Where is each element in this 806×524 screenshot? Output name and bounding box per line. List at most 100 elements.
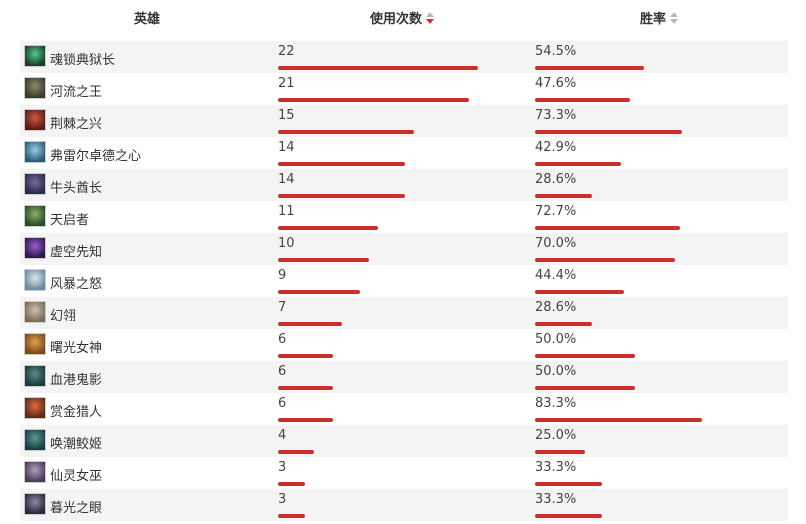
- uses-bar: [278, 290, 360, 294]
- hero-name[interactable]: 血港鬼影: [50, 373, 103, 388]
- uses-bar: [278, 450, 314, 454]
- hero-name[interactable]: 赏金猎人: [50, 405, 103, 420]
- hero-name[interactable]: 唤潮鲛姬: [50, 437, 103, 452]
- uses-column-header[interactable]: 使用次数: [370, 8, 435, 27]
- hero-avatar[interactable]: [24, 333, 46, 355]
- hero-name[interactable]: 天启者: [50, 213, 90, 228]
- hero-avatar[interactable]: [24, 301, 46, 323]
- winrate-bar: [535, 290, 624, 294]
- table-row[interactable]: 幻翎 7 28.6%: [20, 297, 788, 329]
- winrate-value: 28.6%: [535, 300, 577, 315]
- table-row[interactable]: 仙灵女巫 3 33.3%: [20, 457, 788, 489]
- uses-bar: [278, 130, 414, 134]
- table-row[interactable]: 荆棘之兴 15 73.3%: [20, 105, 788, 137]
- sort-ascending-icon: [426, 11, 435, 17]
- uses-count: 6: [278, 396, 287, 411]
- table-row[interactable]: 牛头酋长 14 28.6%: [20, 169, 788, 201]
- winrate-bar: [535, 354, 635, 358]
- hero-name[interactable]: 荆棘之兴: [50, 117, 103, 132]
- winrate-value: 50.0%: [535, 364, 577, 379]
- sort-descending-icon: [426, 18, 435, 24]
- table-header: 英雄 使用次数 胜率: [0, 0, 806, 36]
- sort-icon[interactable]: [670, 11, 679, 25]
- hero-avatar[interactable]: [24, 269, 46, 291]
- winrate-value: 33.3%: [535, 460, 577, 475]
- table-row[interactable]: 弗雷尔卓德之心 14 42.9%: [20, 137, 788, 169]
- uses-count: 6: [278, 332, 287, 347]
- hero-name[interactable]: 风暴之怒: [50, 277, 103, 292]
- hero-name[interactable]: 幻翎: [50, 309, 77, 324]
- winrate-value: 73.3%: [535, 108, 577, 123]
- winrate-bar: [535, 98, 630, 102]
- winrate-value: 54.5%: [535, 44, 577, 59]
- winrate-bar: [535, 258, 675, 262]
- hero-name[interactable]: 虚空先知: [50, 245, 103, 260]
- hero-avatar[interactable]: [24, 77, 46, 99]
- hero-name[interactable]: 暮光之眼: [50, 501, 103, 516]
- uses-count: 4: [278, 428, 287, 443]
- uses-count: 14: [278, 140, 295, 155]
- table-row[interactable]: 虚空先知 10 70.0%: [20, 233, 788, 265]
- uses-bar: [278, 226, 378, 230]
- winrate-column-header[interactable]: 胜率: [640, 8, 679, 27]
- table-row[interactable]: 曙光女神 6 50.0%: [20, 329, 788, 361]
- uses-count: 10: [278, 236, 295, 251]
- uses-count: 7: [278, 300, 287, 315]
- hero-name[interactable]: 仙灵女巫: [50, 469, 103, 484]
- winrate-value: 33.3%: [535, 492, 577, 507]
- winrate-bar: [535, 226, 680, 230]
- winrate-bar: [535, 130, 682, 134]
- uses-count: 22: [278, 44, 295, 59]
- winrate-value: 28.6%: [535, 172, 577, 187]
- hero-avatar[interactable]: [24, 493, 46, 515]
- hero-avatar[interactable]: [24, 365, 46, 387]
- uses-bar: [278, 418, 333, 422]
- table-row[interactable]: 风暴之怒 9 44.4%: [20, 265, 788, 297]
- uses-bar: [278, 322, 342, 326]
- sort-ascending-icon: [670, 11, 679, 17]
- hero-avatar[interactable]: [24, 109, 46, 131]
- winrate-bar: [535, 418, 702, 422]
- table-row[interactable]: 暮光之眼 3 33.3%: [20, 489, 788, 521]
- sort-icon[interactable]: [426, 11, 435, 25]
- hero-avatar[interactable]: [24, 237, 46, 259]
- uses-bar: [278, 66, 478, 70]
- winrate-bar: [535, 450, 585, 454]
- uses-count: 21: [278, 76, 295, 91]
- winrate-bar: [535, 194, 592, 198]
- winrate-value: 50.0%: [535, 332, 577, 347]
- uses-count: 6: [278, 364, 287, 379]
- hero-avatar[interactable]: [24, 45, 46, 67]
- hero-avatar[interactable]: [24, 461, 46, 483]
- winrate-value: 72.7%: [535, 204, 577, 219]
- hero-avatar[interactable]: [24, 397, 46, 419]
- table-row[interactable]: 血港鬼影 6 50.0%: [20, 361, 788, 393]
- table-row[interactable]: 天启者 11 72.7%: [20, 201, 788, 233]
- hero-avatar[interactable]: [24, 205, 46, 227]
- uses-bar: [278, 354, 333, 358]
- hero-avatar[interactable]: [24, 429, 46, 451]
- hero-avatar[interactable]: [24, 173, 46, 195]
- winrate-bar: [535, 482, 602, 486]
- table-row[interactable]: 赏金猎人 6 83.3%: [20, 393, 788, 425]
- uses-count: 14: [278, 172, 295, 187]
- uses-count: 9: [278, 268, 287, 283]
- hero-name[interactable]: 魂锁典狱长: [50, 53, 116, 68]
- winrate-bar: [535, 322, 592, 326]
- table-row[interactable]: 河流之王 21 47.6%: [20, 73, 788, 105]
- uses-bar: [278, 162, 405, 166]
- hero-name[interactable]: 河流之王: [50, 85, 103, 100]
- table-row[interactable]: 魂锁典狱长 22 54.5%: [20, 41, 788, 73]
- winrate-value: 83.3%: [535, 396, 577, 411]
- sort-descending-icon: [670, 18, 679, 24]
- hero-name[interactable]: 弗雷尔卓德之心: [50, 149, 142, 164]
- hero-name[interactable]: 牛头酋长: [50, 181, 103, 196]
- uses-bar: [278, 258, 369, 262]
- hero-column-header: 英雄: [134, 8, 160, 27]
- hero-name[interactable]: 曙光女神: [50, 341, 103, 356]
- winrate-value: 25.0%: [535, 428, 577, 443]
- winrate-value: 42.9%: [535, 140, 577, 155]
- table-row[interactable]: 唤潮鲛姬 4 25.0%: [20, 425, 788, 457]
- hero-avatar[interactable]: [24, 141, 46, 163]
